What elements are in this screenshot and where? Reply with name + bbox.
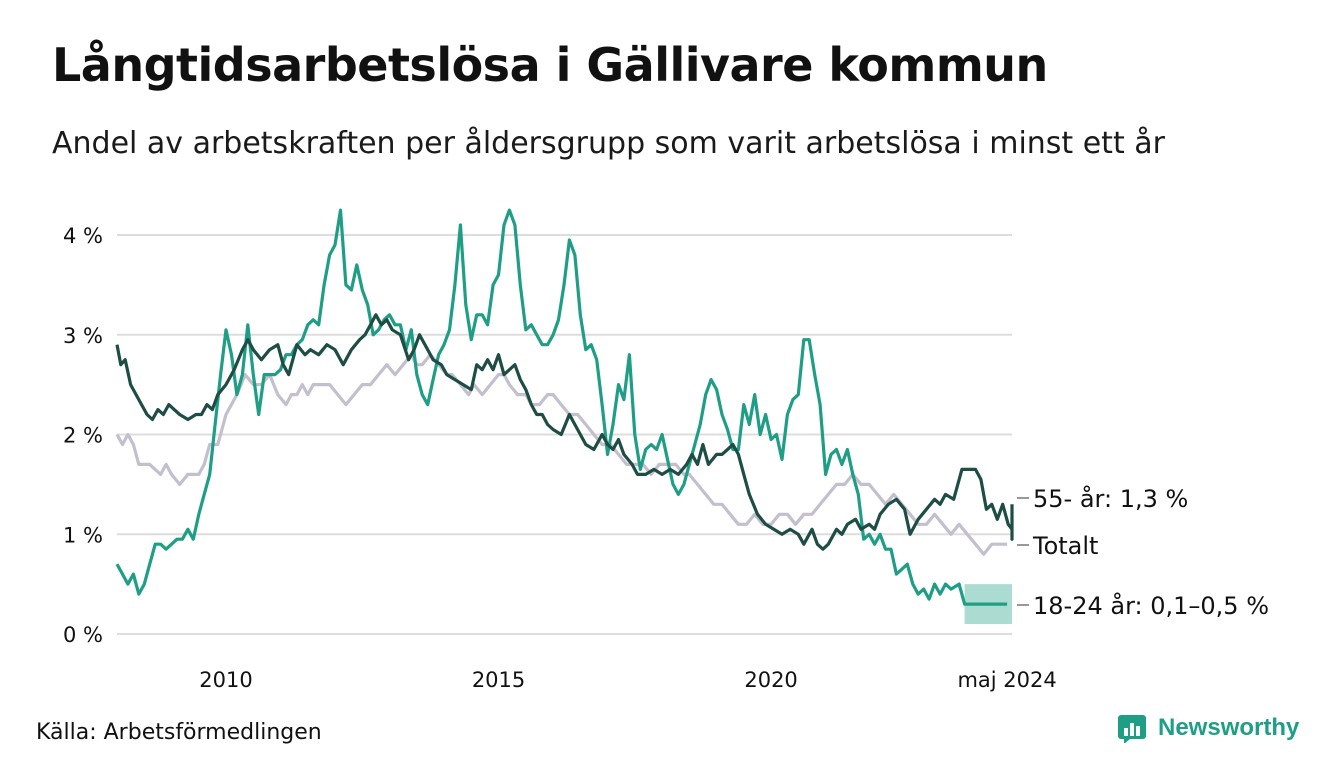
bar-chart-icon <box>1118 715 1146 743</box>
x-tick-label: 2020 <box>744 668 797 692</box>
y-tick-label: 4 % <box>63 224 103 248</box>
line-chart: 0 % 1 % 2 % 3 % 4 % 2010 2015 2020 maj 2024 55- å… <box>63 208 1269 692</box>
y-tick-label: 3 % <box>63 324 103 348</box>
x-tick-label: maj 2024 <box>957 668 1056 692</box>
y-tick-label: 2 % <box>63 424 103 448</box>
y-tick-label: 1 % <box>63 523 103 547</box>
source-credit: Källa: Arbetsförmedlingen <box>36 720 322 745</box>
series-55-plus-label: 55- år: 1,3 % <box>1033 484 1188 513</box>
x-tick-label: 2015 <box>472 668 525 692</box>
series-total-line <box>115 353 1008 556</box>
y-tick-label: 0 % <box>63 623 103 647</box>
brand-logo[interactable]: Newsworthy <box>1118 713 1299 743</box>
x-tick-label: 2010 <box>199 668 252 692</box>
series-total-label: Totalt <box>1032 532 1098 560</box>
chart-subtitle: Andel av arbetskraften per åldersgrupp s… <box>52 126 1165 161</box>
series-18-24-line <box>115 208 1008 606</box>
series-55-plus-line <box>115 313 1014 551</box>
chart-title: Långtidsarbetslösa i Gällivare kommun <box>52 38 1048 92</box>
series-18-24-label: 18-24 år: 0,1–0,5 % <box>1033 591 1269 620</box>
brand-name: Newsworthy <box>1158 714 1300 741</box>
